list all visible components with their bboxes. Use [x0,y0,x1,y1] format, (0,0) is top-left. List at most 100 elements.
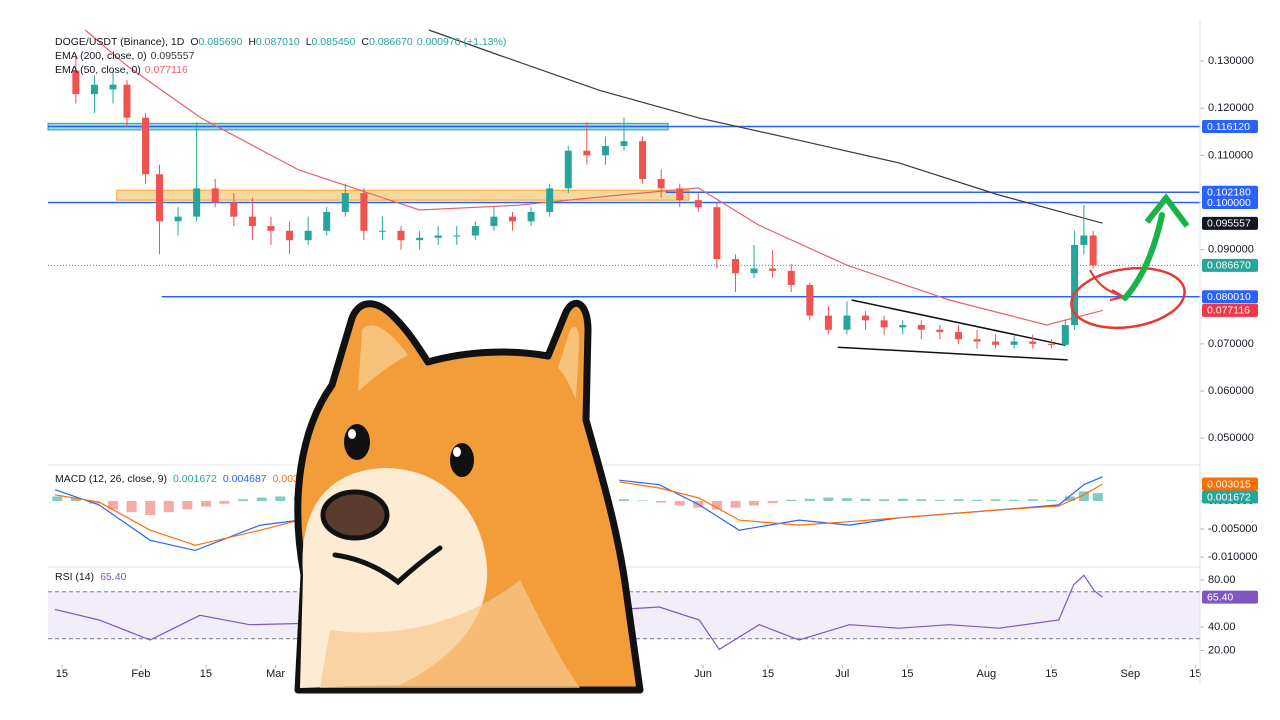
candle-body [490,216,498,227]
doge-mouth [332,545,443,586]
histogram-bar [711,500,722,510]
histogram-bar [619,499,629,501]
legend-text: 0.086670 [369,36,413,48]
highlight-ellipse [1070,266,1186,330]
legend-text: 0.085450 [312,36,356,48]
doge-ear-inner [358,325,408,392]
candle-body [880,320,888,328]
price-badge-label: 0.001672 [1207,491,1251,503]
y-tick-label: -0.010000 [1208,551,1258,563]
x-tick-label: Mar [266,668,285,680]
candle-body [862,315,870,321]
histogram-bar [182,500,193,510]
histogram-bar [1064,496,1075,501]
candle-body [992,341,1000,345]
candle-body [731,259,739,274]
price-badge-label: 0.003015 [1207,478,1251,490]
histogram-bar [1046,499,1057,501]
histogram-bar [126,500,137,513]
indicator-line [84,29,1103,326]
histogram-bar [1027,499,1038,501]
zone [116,189,690,201]
candle-body [620,141,628,146]
candle-body [564,150,572,189]
legend-text: C [361,36,369,48]
histogram-bar [972,499,983,501]
y-tick-label: 0.110000 [1208,149,1253,161]
rsi-legend: RSI (14) 65.40 [55,571,127,583]
candle-body [230,202,238,217]
price-badge-label: 0.095557 [1207,218,1251,230]
price-badge-label: 0.077116 [1207,305,1250,317]
doge-eye [450,443,474,477]
candle-body [713,207,721,260]
legend-text: EMA (50, close, 0) [55,64,141,76]
candle-body [936,329,944,333]
histogram-bar [200,500,211,507]
level-badge [1202,195,1258,209]
candle-body [341,193,349,212]
histogram-bar [52,496,63,501]
level-badge-label: 0.080010 [1207,291,1251,303]
candle-body [676,188,684,201]
y-tick-label: 0.070000 [1208,338,1254,350]
candle-body [899,325,907,328]
histogram-bar [1009,499,1020,501]
histogram-bar [879,499,890,501]
candle-body [193,188,201,217]
histogram-bar [637,500,648,501]
candle-body [583,150,591,156]
candle-body [1029,341,1037,344]
legend-text: 65.40 [100,571,126,583]
price-badge [1202,303,1258,317]
candle-body [1047,343,1055,345]
candle-body [211,188,219,203]
histogram-bar [70,498,81,501]
indicator-line [428,29,1103,224]
doge-eye [344,424,370,460]
y-tick-label: 0.120000 [1208,102,1254,114]
histogram-bar [730,500,741,508]
histogram-bar [823,497,834,501]
histogram-bar [238,499,249,501]
candle-body [824,315,832,330]
candle-body [509,216,517,222]
candle-body [155,174,163,222]
y-tick-label: 0.060000 [1208,385,1254,397]
x-tick-label: 15 [56,668,68,680]
trendline [851,299,1066,347]
candle-body [286,230,294,241]
candle-body [90,84,98,95]
doge-neck [320,580,580,688]
candle-body [471,226,479,236]
histogram-bar [860,498,871,501]
doge-nose [320,489,390,541]
histogram-bar [990,499,1001,501]
histogram-bar [897,498,908,501]
candle-body [750,268,758,274]
x-tick-label: 15 [200,668,212,680]
candle-body [453,235,461,237]
level-badge-label: 0.100000 [1207,197,1251,209]
x-tick-label: Feb [131,668,150,680]
candle-body [527,211,535,222]
legend-text: 0.004687 [223,473,267,485]
histogram-bar [89,500,100,504]
candle-body [546,188,554,212]
trendline [837,346,1068,361]
price-badge [1202,490,1258,504]
green-arrow [1122,212,1165,301]
histogram-bar [108,500,119,510]
candle-body [601,145,609,156]
candle-body [397,230,405,241]
y-tick-label: 0.130000 [1208,55,1254,67]
price-badge-label: 65.40 [1207,591,1233,603]
x-tick-label: Sep [1121,668,1141,680]
histogram-bar [163,500,174,513]
doge-ear-inner [558,326,580,400]
ema50-legend: EMA (50, close, 0) 0.077116 [55,64,188,76]
legend-text: 0.000970 (+1.13%) [417,36,507,48]
price-badge [1202,258,1258,272]
candle-body [806,284,814,316]
